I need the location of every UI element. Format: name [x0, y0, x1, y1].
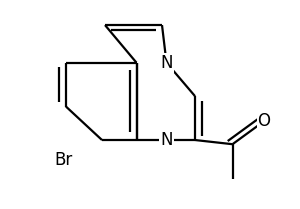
Text: O: O	[257, 112, 271, 130]
Text: N: N	[160, 54, 173, 72]
Text: N: N	[160, 131, 173, 149]
Text: Br: Br	[54, 151, 72, 169]
